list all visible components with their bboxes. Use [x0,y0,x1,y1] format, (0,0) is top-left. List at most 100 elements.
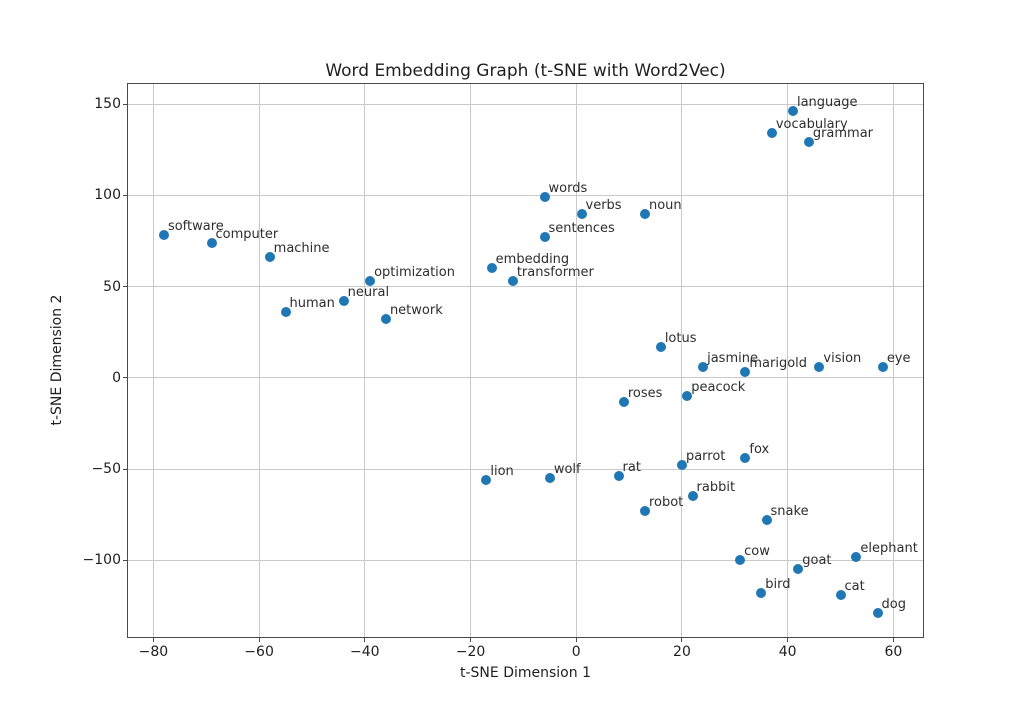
data-point-computer [206,237,217,248]
x-tick-mark [470,638,472,642]
data-point-eye [877,361,888,372]
point-label-verbs: verbs [585,197,622,213]
point-label-rat: rat [622,460,641,476]
x-gridline [152,84,154,637]
plot-area: software computer machine human neural optimi… [127,83,924,638]
point-label-computer: computer [215,226,279,242]
y-tick-mark [123,286,127,288]
data-point-transformer [507,276,518,287]
data-point-sentences [539,232,550,243]
y-gridline [128,286,923,288]
y-gridline [128,377,923,379]
x-gridline [364,84,366,637]
x-gridline [787,84,789,637]
x-tick-mark [575,638,577,642]
data-point-human [280,307,291,318]
point-label-machine: machine [273,241,330,257]
x-tick-label: 0 [571,644,581,660]
data-point-peacock [682,391,693,402]
point-label-rabbit: rabbit [696,480,736,496]
point-label-sentences: sentences [548,221,615,237]
point-label-human: human [289,296,335,312]
data-point-grammar [803,137,814,148]
point-label-lion: lion [490,464,514,480]
point-label-lotus: lotus [664,330,697,346]
y-tick-mark [123,194,127,196]
x-tick-mark [364,638,366,642]
data-point-cat [835,590,846,601]
y-tick-label: −50 [91,461,121,478]
point-label-marigold: marigold [749,356,808,372]
point-label-vision: vision [823,350,862,366]
data-point-vision [814,361,825,372]
point-label-elephant: elephant [860,540,918,556]
data-point-network [380,314,391,325]
data-point-dog [872,608,883,619]
data-point-goat [793,564,804,575]
data-point-parrot [676,460,687,471]
data-point-elephant [851,551,862,562]
y-tick-mark [123,377,127,379]
data-point-neural [338,296,349,307]
y-gridline [128,468,923,470]
data-point-roses [618,396,629,407]
y-tick-mark [123,103,127,105]
point-label-optimization: optimization [374,265,455,281]
y-gridline [128,559,923,561]
data-point-wolf [544,473,555,484]
point-label-vocabulary: vocabulary [775,117,848,133]
x-tick-label: −80 [138,644,169,660]
data-point-rabbit [687,491,698,502]
data-point-software [158,230,169,241]
point-label-noun: noun [648,197,682,213]
y-tick-label: −100 [82,552,121,569]
x-tick-label: −40 [350,644,380,660]
data-point-lion [481,475,492,486]
point-label-snake: snake [770,504,809,520]
x-gridline [470,84,472,637]
point-label-grammar: grammar [812,126,874,142]
x-tick-mark [152,638,154,642]
x-tick-label: −20 [455,644,486,660]
y-tick-mark [123,468,127,470]
point-label-bird: bird [765,577,791,593]
x-tick-label: 20 [673,644,691,660]
data-point-verbs [576,208,587,219]
y-tick-label: 150 [94,96,121,113]
point-label-goat: goat [802,553,832,569]
point-label-dog: dog [881,597,906,613]
data-point-embedding [486,263,497,274]
data-point-fox [740,453,751,464]
data-point-robot [639,506,650,517]
point-label-embedding: embedding [495,252,570,268]
x-tick-label: 60 [884,644,903,660]
data-point-optimization [365,276,376,287]
x-tick-mark [787,638,789,642]
x-gridline [681,84,683,637]
data-point-snake [761,515,772,526]
x-gridline [892,84,894,637]
point-label-cow: cow [744,544,770,560]
point-label-jasmine: jasmine [707,350,758,366]
x-gridline [258,84,260,637]
data-point-noun [639,208,650,219]
data-point-cow [735,555,746,566]
data-point-machine [264,252,275,263]
y-tick-mark [123,559,127,561]
point-label-neural: neural [347,285,390,301]
point-label-cat: cat [844,579,865,595]
x-axis-label: t-SNE Dimension 1 [460,665,591,681]
point-label-eye: eye [886,350,911,366]
point-label-parrot: parrot [685,449,726,465]
x-tick-label: 40 [778,644,797,660]
point-label-fox: fox [749,442,770,458]
data-point-lotus [655,341,666,352]
point-label-transformer: transformer [516,265,594,281]
data-point-bird [756,588,767,599]
chart-title: Word Embedding Graph (t-SNE with Word2Ve… [325,61,726,81]
data-point-jasmine [698,361,709,372]
y-tick-label: 50 [103,278,121,295]
point-label-robot: robot [648,495,684,511]
data-point-words [539,192,550,203]
